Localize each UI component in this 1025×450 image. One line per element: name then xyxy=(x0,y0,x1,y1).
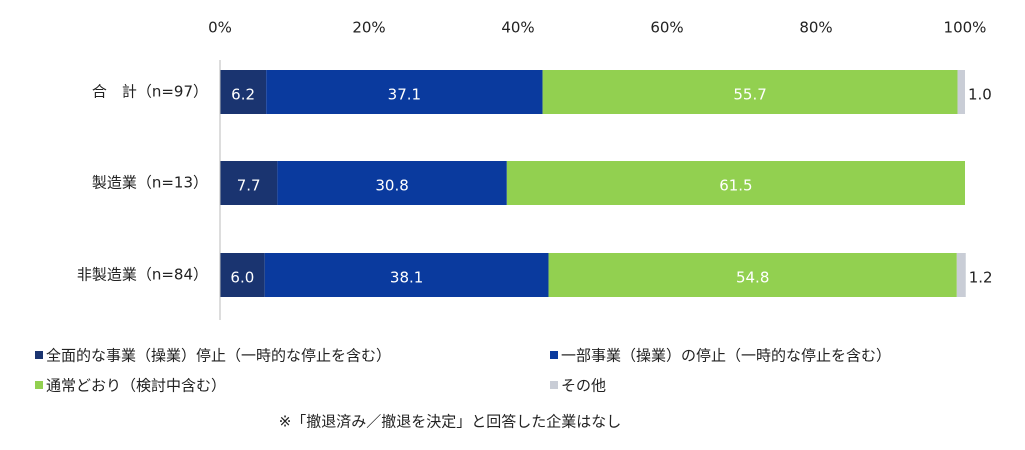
data-label: 1.0 xyxy=(968,86,992,104)
data-label: 54.8 xyxy=(736,269,769,287)
data-label: 1.2 xyxy=(969,269,993,287)
bar-segment xyxy=(542,70,958,114)
bar-segment xyxy=(264,253,549,297)
data-label: 61.5 xyxy=(719,177,752,195)
data-label: 38.1 xyxy=(390,269,423,287)
x-tick-label: 80% xyxy=(799,19,832,37)
y-tick-label: 合 計（n=97） xyxy=(92,83,208,101)
bar-segment xyxy=(956,253,966,297)
legend-label: 一部事業（操業）の停止（一時的な停止を含む） xyxy=(561,347,891,365)
bar-segment xyxy=(506,161,965,205)
bar-segment xyxy=(266,70,543,114)
y-tick-label: 非製造業（n=84） xyxy=(77,266,208,284)
bar-segment xyxy=(220,70,267,114)
legend-swatch xyxy=(35,351,43,359)
legend-label: 全面的な事業（操業）停止（一時的な停止を含む） xyxy=(46,347,391,365)
y-tick-label: 製造業（n=13） xyxy=(92,174,208,192)
annotation: ※「撤退済み／撤退を決定」と回答した企業はなし xyxy=(279,413,622,431)
data-label: 37.1 xyxy=(388,86,421,104)
bar-segment xyxy=(220,161,278,205)
bar-segment xyxy=(548,253,957,297)
bar-segment xyxy=(957,70,965,114)
x-tick-label: 60% xyxy=(650,19,683,37)
x-tick-label: 20% xyxy=(352,19,385,37)
bar-segment xyxy=(277,161,507,205)
data-label: 6.2 xyxy=(231,86,255,104)
legend-label: 通常どおり（検討中含む） xyxy=(46,377,226,395)
legend-label: その他 xyxy=(561,377,606,395)
data-label: 55.7 xyxy=(733,86,766,104)
data-label: 7.7 xyxy=(237,177,261,195)
x-tick-label: 40% xyxy=(501,19,534,37)
data-label: 30.8 xyxy=(375,177,408,195)
data-label: 6.0 xyxy=(230,269,254,287)
legend-swatch xyxy=(35,381,43,389)
legend-swatch xyxy=(550,381,558,389)
x-tick-label: 100% xyxy=(944,19,987,37)
x-tick-label: 0% xyxy=(208,19,232,37)
legend-swatch xyxy=(550,351,558,359)
bar-segment xyxy=(220,253,265,297)
